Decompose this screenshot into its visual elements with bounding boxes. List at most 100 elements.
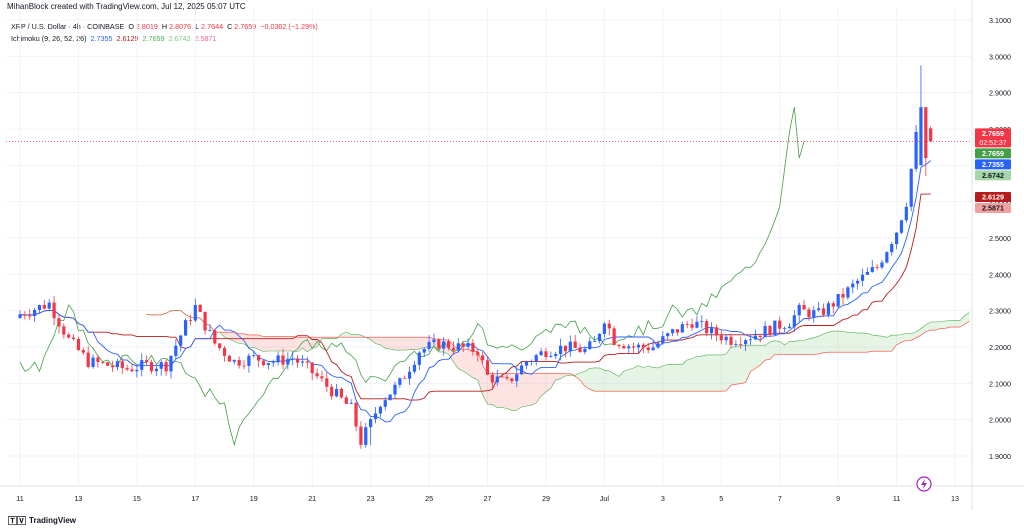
cloud-segment (657, 365, 663, 392)
candle-body (534, 355, 538, 362)
candle-body (193, 304, 197, 321)
cloud-segment (531, 373, 537, 406)
candle-body (588, 341, 592, 349)
cloud-segment (706, 354, 712, 392)
candle-body (895, 232, 899, 245)
candle-body (490, 374, 494, 383)
candle-body (125, 367, 129, 370)
candle-body (52, 302, 56, 319)
candle-body (787, 326, 792, 329)
candle-body (724, 336, 728, 341)
replay-icon[interactable] (916, 476, 932, 492)
cloud-segment (945, 320, 951, 329)
cloud-segment (813, 336, 819, 355)
cloud-segment (862, 333, 868, 353)
close-label: C (227, 22, 233, 31)
candle-body (140, 360, 144, 370)
x-tick-label: 11 (16, 494, 23, 503)
candle-body (578, 347, 582, 353)
candle-body (252, 355, 256, 356)
candle-body (247, 355, 251, 366)
candle-body (164, 362, 168, 372)
open-value: 2.8019 (135, 22, 158, 31)
candle-body (593, 341, 597, 342)
x-tick-label: 29 (542, 494, 550, 503)
indicator-name[interactable]: Ichimoku (9, 26, 52, 26) (11, 34, 87, 43)
candle-body (227, 355, 232, 362)
cloud-segment (692, 356, 697, 392)
cloud-segment (906, 333, 912, 341)
candle-body (188, 320, 193, 321)
candles (18, 65, 933, 449)
candle-body (451, 348, 456, 351)
candle-body (563, 345, 568, 352)
time-axis[interactable]: 11 13 15 17 19 21 23 25 27 29 Jul 3 5 7 9 11 13 (16, 494, 959, 503)
candle-body (442, 341, 446, 349)
cloud-segment (399, 337, 405, 351)
candle-body (261, 360, 266, 366)
symbol-name[interactable]: XRP / U.S. Dollar · 4h · COINBASE (11, 22, 125, 31)
price-label-text: 2.7659 (982, 149, 1004, 158)
cloud-segment (263, 336, 269, 352)
cloud-segment (755, 345, 761, 369)
candle-body (617, 344, 621, 347)
cloud-segment (419, 337, 425, 349)
candle-body (408, 371, 412, 379)
cloud-segment (828, 331, 834, 353)
candle-body (870, 267, 874, 272)
cloud-segment (833, 331, 839, 353)
candle-body (364, 427, 368, 445)
cloud-segment (560, 373, 566, 379)
indicator-legend: Ichimoku (9, 26, 52, 26) 2.7355 2.6129 2… (11, 34, 218, 43)
x-tick-label: 25 (425, 494, 433, 503)
high-value: 2.8076 (169, 22, 192, 31)
candle-body (71, 337, 76, 340)
candle-body (914, 131, 918, 169)
candle-body (110, 365, 115, 368)
candle-body (520, 365, 524, 375)
candle-body (602, 323, 606, 334)
cloud-segment (282, 336, 288, 352)
candle-body (656, 343, 660, 348)
cloud-segment (886, 335, 892, 352)
cloud-segment (502, 373, 507, 409)
change-value: −0.0362 (−1.29%) (260, 22, 318, 31)
candle-body (583, 348, 587, 353)
cloud-segment (468, 349, 473, 378)
cloud-segment (511, 373, 517, 411)
cloud-segment (555, 373, 561, 380)
y-tick-label: 3.0000 (989, 52, 1011, 61)
candle-body (904, 206, 908, 221)
cloud-segment (609, 370, 615, 392)
cloud-segment (745, 345, 751, 383)
price-axis[interactable]: 3.10003.00002.90002.80002.70002.60002.50… (989, 16, 1011, 461)
candle-body (203, 311, 207, 331)
candle-body (627, 346, 631, 349)
cloud-segment (414, 337, 420, 350)
cloud-segment (847, 332, 853, 353)
base-line (19, 193, 931, 401)
cloud-segment (672, 364, 678, 392)
cloud-segment (794, 340, 800, 355)
candle-body (179, 335, 183, 346)
candle-body (232, 359, 236, 362)
cloud-segment (580, 371, 585, 387)
cloud-segment (838, 331, 844, 353)
candle-body (315, 373, 319, 377)
candle-body (856, 280, 860, 284)
candle-body (101, 362, 105, 363)
candle-body (106, 362, 110, 366)
cloud-segment (404, 337, 410, 351)
y-tick-label: 1.9000 (989, 452, 1011, 461)
candle-body (218, 343, 222, 349)
candle-body (461, 343, 465, 347)
x-tick-label: 13 (951, 494, 959, 503)
cloud-segment (648, 365, 654, 392)
cloud-segment (891, 335, 897, 352)
open-label: O (128, 22, 134, 31)
cloud-segment (964, 312, 970, 325)
cloud-segment (784, 341, 790, 355)
x-tick-label: 9 (836, 494, 840, 503)
candle-body (281, 355, 285, 365)
